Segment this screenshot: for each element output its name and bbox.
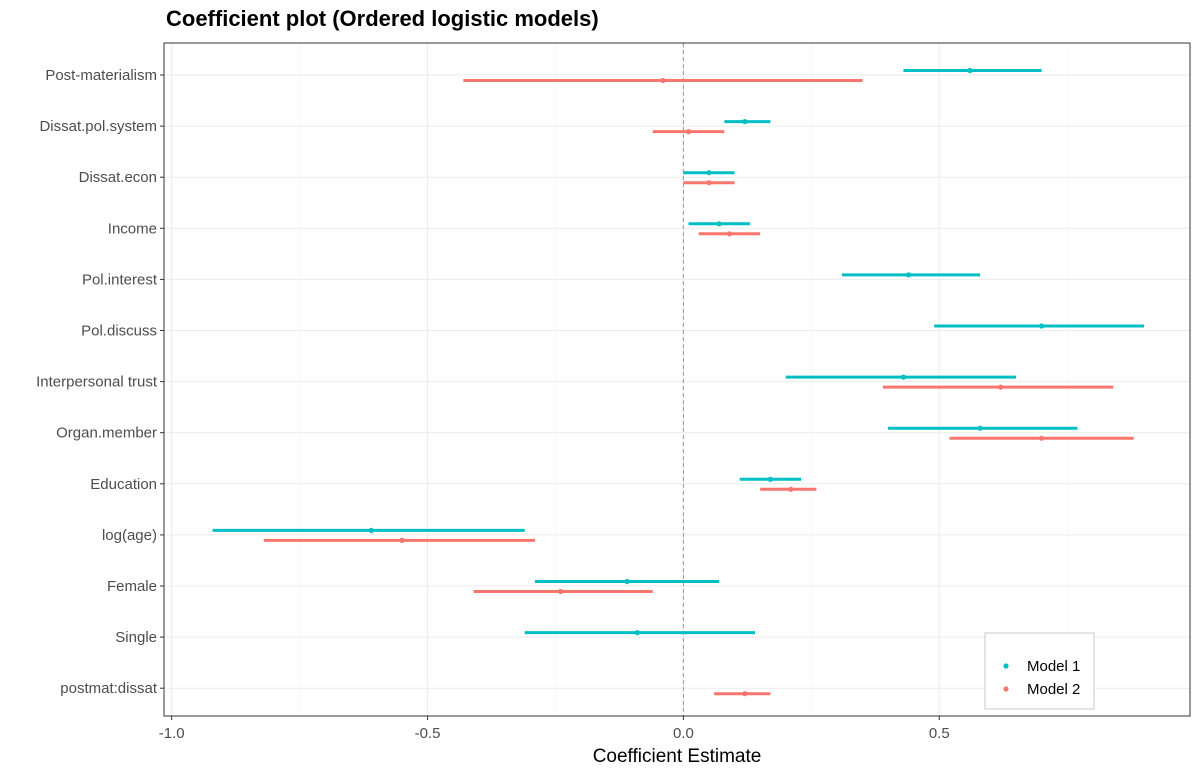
estimate-point-single-model-1 <box>634 630 640 636</box>
estimate-point-log-age--model-2 <box>399 537 405 544</box>
estimate-point-log-age--model-1 <box>368 527 374 534</box>
y-tick-label: Pol.discuss <box>81 323 157 340</box>
x-tick-label: -1.0 <box>159 725 185 742</box>
x-tick-label: -0.5 <box>415 725 441 742</box>
estimate-point-organ-member-model-1 <box>977 425 983 431</box>
y-tick-label: Organ.member <box>56 425 157 442</box>
y-tick-label: Interpersonal trust <box>36 374 158 391</box>
estimate-point-pol-discuss-model-1 <box>1039 323 1045 329</box>
series-layer <box>212 67 1144 697</box>
chart-title: Coefficient plot (Ordered logistic model… <box>166 6 599 31</box>
estimate-point-income-model-2 <box>726 231 733 237</box>
estimate-point-female-model-2 <box>557 588 564 595</box>
legend-label-model-2: Model 2 <box>1027 681 1080 698</box>
legend-label-model-1: Model 1 <box>1027 658 1080 675</box>
legend-box <box>984 632 1095 710</box>
x-tick-label: 0.5 <box>929 725 950 742</box>
y-tick-label: Education <box>90 476 157 493</box>
legend: Model 1 Model 2 <box>984 632 1095 710</box>
x-axis: -1.0 -0.5 0.0 0.5 <box>159 716 950 742</box>
estimate-point-interpersonal-trust-model-2 <box>998 384 1004 390</box>
estimate-point-dissat-econ-model-1 <box>706 170 712 176</box>
x-tick-label: 0.0 <box>673 725 694 742</box>
y-tick-label: Dissat.pol.system <box>39 118 157 135</box>
estimate-point-organ-member-model-2 <box>1039 435 1045 441</box>
y-tick-label: Post-materialism <box>45 67 157 84</box>
grid-layer <box>164 43 1190 716</box>
y-tick-label: log(age) <box>102 527 157 544</box>
estimate-point-income-model-1 <box>716 221 722 227</box>
estimate-point-dissat-pol-system-model-1 <box>742 119 748 125</box>
y-tick-label: Female <box>107 578 157 595</box>
estimate-point-post-materialism-model-2 <box>660 77 666 84</box>
panel-border <box>163 42 1191 717</box>
estimate-point-postmat-dissat-model-2 <box>742 691 748 697</box>
estimate-point-dissat-econ-model-2 <box>706 180 712 186</box>
legend-key-model-1 <box>1003 663 1009 669</box>
estimate-point-post-materialism-model-1 <box>967 67 973 74</box>
estimate-point-female-model-1 <box>624 578 630 585</box>
x-axis-label: Coefficient Estimate <box>593 746 762 767</box>
y-tick-label: postmat:dissat <box>60 680 158 697</box>
y-tick-label: Pol.interest <box>82 271 158 288</box>
y-tick-label: Dissat.econ <box>79 169 157 186</box>
estimate-point-dissat-pol-system-model-2 <box>685 129 692 135</box>
estimate-point-interpersonal-trust-model-1 <box>900 374 907 380</box>
y-axis: Post-materialism Dissat.pol.system Dissat.… <box>36 67 164 697</box>
y-tick-label: Income <box>108 220 157 237</box>
y-tick-label: Single <box>115 629 157 646</box>
estimate-point-education-model-1 <box>767 476 773 482</box>
estimate-point-education-model-2 <box>788 486 794 492</box>
estimate-point-pol-interest-model-1 <box>905 272 912 278</box>
legend-key-model-2 <box>1003 686 1009 692</box>
